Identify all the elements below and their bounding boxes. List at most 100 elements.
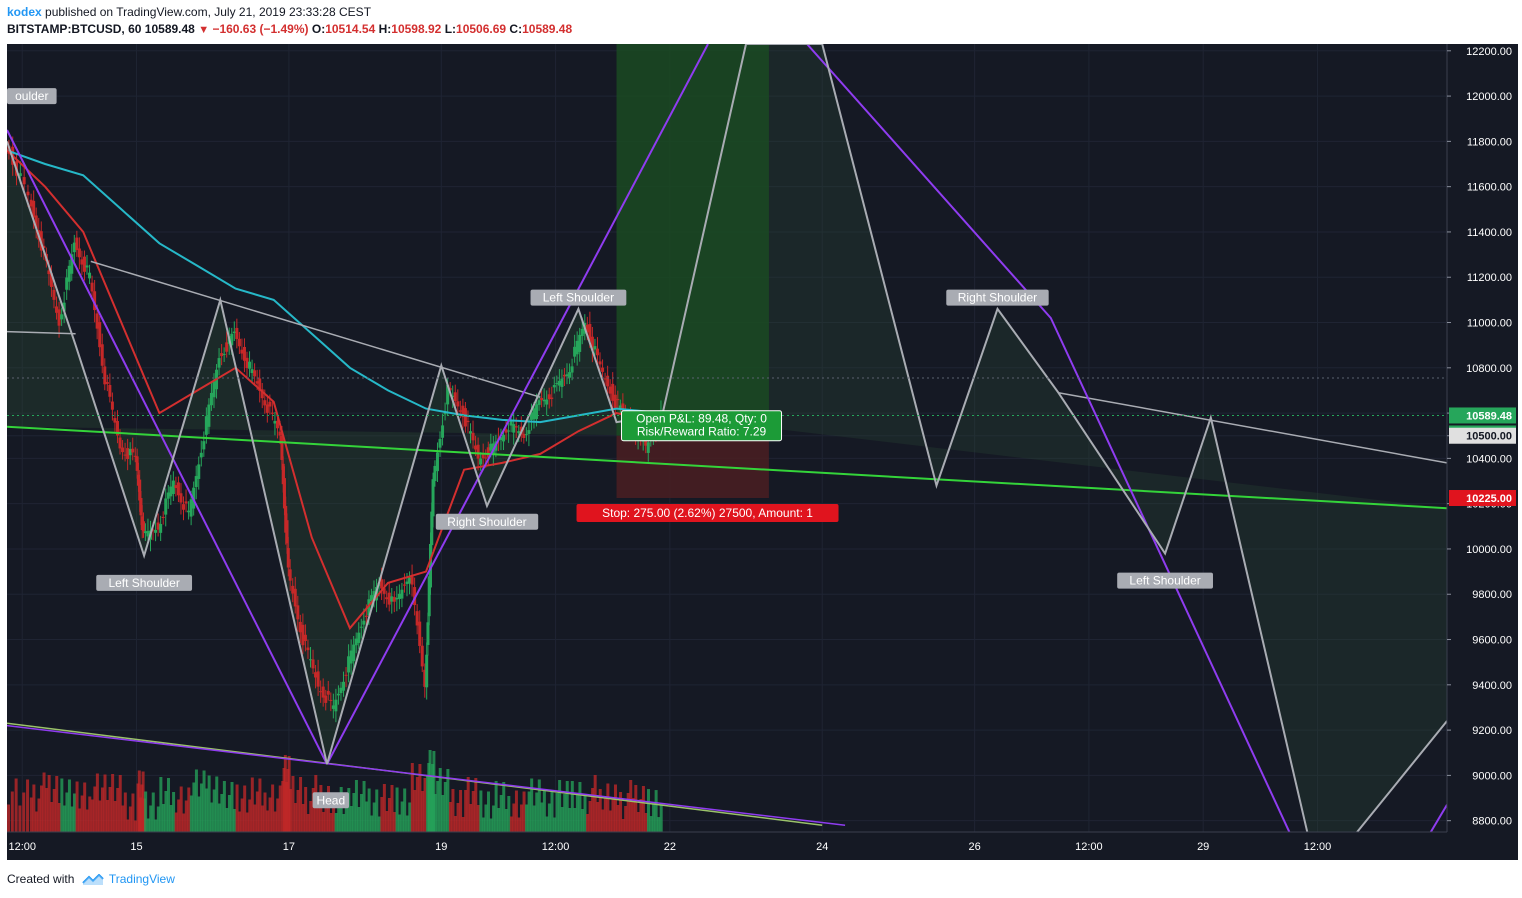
candle-body	[418, 621, 422, 646]
volume-bar	[446, 769, 450, 832]
volume-bar	[45, 788, 49, 832]
candle-body	[611, 383, 615, 401]
candle-body	[644, 436, 648, 446]
candle-body	[362, 620, 366, 625]
trend-line-resistance-2	[1058, 391, 1448, 464]
candle-body	[347, 656, 351, 673]
candle-body	[298, 621, 302, 633]
candle-body	[367, 599, 371, 616]
y-tick-label: 9800.00	[1472, 589, 1512, 601]
low-value: 10506.69	[456, 22, 507, 36]
volume-bar	[558, 780, 562, 832]
volume-bar	[349, 806, 353, 832]
volume-bar	[220, 794, 224, 832]
volume-bar	[194, 769, 198, 832]
candle-body	[296, 605, 300, 620]
volume-bar	[222, 781, 226, 832]
volume-bar	[29, 797, 33, 832]
candle-body	[105, 382, 109, 384]
volume-bar	[563, 794, 567, 832]
candle-body	[164, 498, 168, 515]
volume-bar	[14, 778, 18, 832]
candle-body	[443, 411, 447, 415]
candle-body	[524, 434, 528, 436]
candle-body	[598, 361, 602, 365]
candle-body	[70, 254, 74, 274]
candle-body	[613, 394, 617, 409]
volume-bar	[55, 776, 59, 832]
price-badge	[1449, 490, 1516, 507]
candle-body	[235, 327, 239, 340]
volume-bar	[327, 786, 330, 832]
volume-bar	[555, 793, 559, 832]
volume-bar	[227, 795, 231, 832]
candle-body	[189, 499, 193, 517]
candle-body	[52, 289, 56, 300]
volume-bar	[497, 808, 501, 832]
y-tick-label: 10000.00	[1466, 544, 1512, 556]
volume-bar	[626, 793, 630, 832]
volume-bar	[47, 775, 51, 832]
chart-area[interactable]: oulder Left Shoulder Head Right Shoulder Lef…	[7, 44, 1518, 860]
candle-body	[372, 591, 376, 601]
volume-bar	[95, 773, 99, 832]
author-link[interactable]: kodex	[7, 5, 42, 19]
open-label: O:	[311, 22, 326, 36]
candle-body	[85, 265, 89, 268]
y-tick-label: 9600.00	[1472, 635, 1512, 647]
x-tick-label: 24	[816, 841, 828, 853]
volume-bar	[146, 818, 150, 832]
volume-bar	[253, 804, 257, 832]
volume-bar	[545, 816, 549, 832]
volume-bar	[542, 789, 546, 832]
volume-bar	[225, 808, 229, 832]
price-badge	[1449, 427, 1516, 444]
candle-body	[466, 420, 470, 423]
y-tick-label: 11400.00	[1467, 227, 1512, 239]
candle-body	[156, 522, 160, 530]
volume-bar	[83, 782, 87, 832]
volume-bar	[525, 804, 529, 832]
volume-bar	[339, 787, 343, 832]
candle-body	[115, 421, 119, 436]
volume-bar	[123, 792, 127, 832]
volume-bar	[88, 796, 92, 832]
volume-bar	[372, 802, 376, 832]
volume-bar	[360, 794, 364, 832]
candle-body	[187, 510, 191, 513]
candle-body	[242, 346, 246, 361]
candle-body	[603, 378, 607, 380]
candle-body	[142, 521, 146, 532]
pattern-label: oulder	[7, 88, 57, 105]
volume-bar	[537, 779, 541, 832]
candle-body	[270, 412, 274, 414]
candle-body	[284, 505, 288, 533]
candle-body	[395, 597, 399, 600]
volume-bar	[443, 782, 447, 832]
price-chart[interactable]: oulder Left Shoulder Head Right Shoulder Lef…	[7, 44, 1518, 860]
pattern-label-text: oulder	[15, 89, 48, 103]
candle-body	[230, 333, 234, 346]
candle-body	[354, 638, 358, 646]
volume-bar	[159, 777, 163, 832]
target-zone	[616, 44, 769, 436]
candle-body	[342, 681, 346, 691]
y-tick-label: 11200.00	[1467, 272, 1512, 284]
candle-body	[245, 357, 249, 369]
high-label: H:	[378, 22, 392, 36]
tradingview-brand[interactable]: TradingView	[108, 872, 175, 886]
volume-bar	[278, 785, 282, 832]
volume-bar	[266, 810, 270, 832]
candle-body	[481, 454, 485, 459]
candle-body	[593, 346, 597, 350]
volume-bar	[611, 797, 615, 832]
symbol-label: BITSTAMP:BTCUSD, 60	[7, 22, 142, 36]
candle-body	[275, 420, 279, 429]
volume-bar	[296, 790, 300, 832]
candle-body	[427, 576, 431, 617]
volume-bar	[532, 805, 536, 832]
pattern-label: Left Shoulder	[96, 574, 193, 591]
candle-body	[400, 589, 404, 599]
pattern-label-text: Left Shoulder	[1129, 574, 1200, 588]
candle-body	[545, 399, 549, 405]
